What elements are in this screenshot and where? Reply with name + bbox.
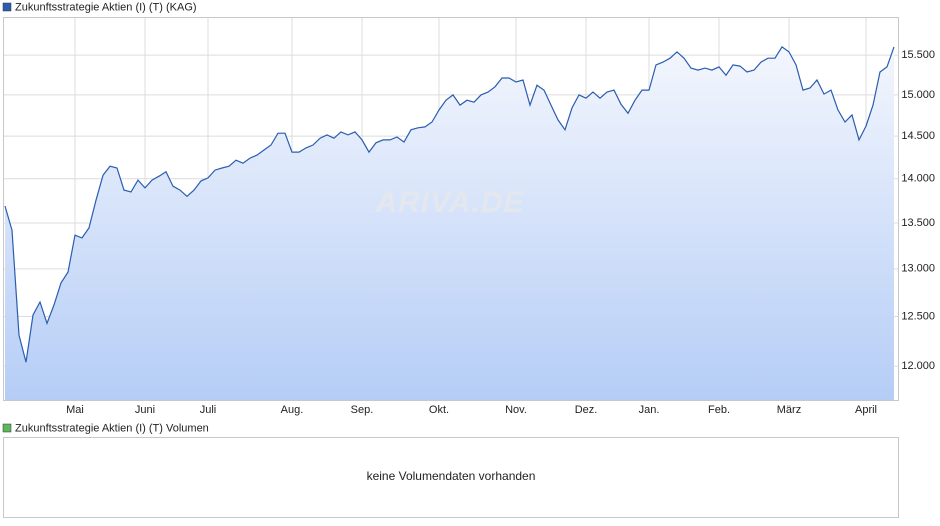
x-tick-label: Sep.	[351, 404, 374, 416]
x-tick-label: Aug.	[281, 404, 304, 416]
x-tick-label: Juli	[200, 404, 217, 416]
x-tick-label: Jan.	[639, 404, 660, 416]
y-tick-label: 14.000	[901, 173, 935, 185]
legend-label: Zukunftsstrategie Aktien (I) (T) (KAG)	[15, 1, 197, 13]
x-tick-label: Nov.	[505, 404, 527, 416]
no-data-message: keine Volumendaten vorhanden	[367, 469, 536, 483]
y-tick-label: 12.000	[901, 360, 935, 372]
legend-swatch	[2, 2, 12, 12]
x-tick-label: April	[855, 404, 877, 416]
area	[5, 46, 894, 401]
y-tick-label: 13.500	[901, 217, 935, 229]
y-tick-label: 15.500	[901, 49, 935, 61]
labels: 12.000 12.500 13.000 13.500 14.000 14.500 15.0…	[66, 49, 935, 416]
y-tick-label: 14.500	[901, 130, 935, 142]
legend-swatch	[2, 423, 12, 433]
line	[4, 46, 895, 363]
x-tick-label: Okt.	[429, 404, 449, 416]
watermark: ARIVA.DE	[374, 186, 524, 219]
x-tick-label: Feb.	[708, 404, 730, 416]
volume-frame	[3, 437, 899, 518]
x-tick-label: Juni	[135, 404, 155, 416]
area-layer	[5, 46, 894, 401]
line-layer	[4, 46, 895, 363]
y-tick-label: 12.500	[901, 310, 935, 322]
x-tick-label: März	[777, 404, 801, 416]
legend-label: Zukunftsstrategie Aktien (I) (T) Volumen	[15, 422, 209, 434]
y-tick-label: 13.000	[901, 263, 935, 275]
x-tick-label: Dez.	[575, 404, 598, 416]
y-tick-label: 15.000	[901, 89, 935, 101]
x-tick-label: Mai	[66, 404, 84, 416]
